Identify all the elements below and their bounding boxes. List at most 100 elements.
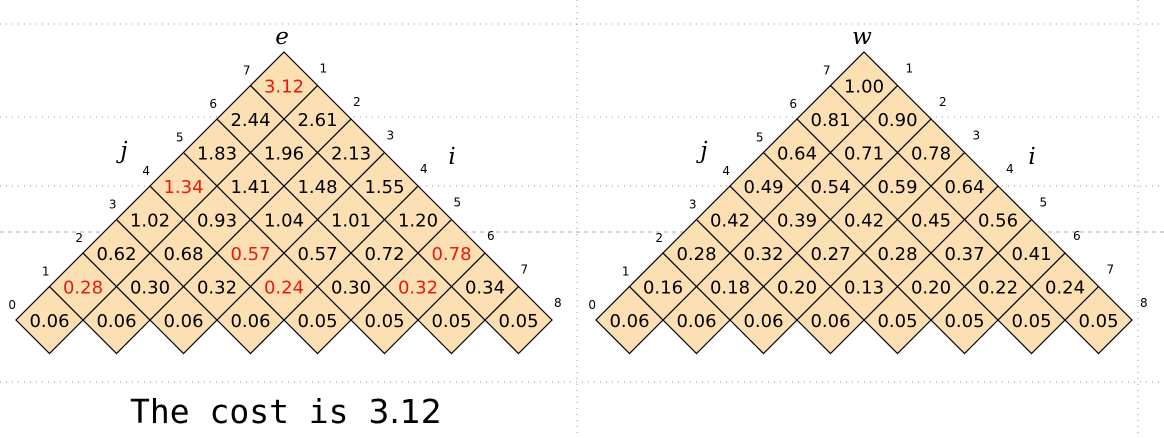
cell-value: 0.56 xyxy=(978,211,1018,232)
left-index: 2 xyxy=(75,231,83,245)
cell-value: 0.72 xyxy=(364,244,404,265)
left-index: 2 xyxy=(655,231,663,245)
cell-value: 0.32 xyxy=(398,278,438,299)
cell-value: 0.20 xyxy=(777,278,817,299)
right-index: 7 xyxy=(1107,263,1115,277)
left-index: 3 xyxy=(689,198,697,212)
right-index: 8 xyxy=(1140,296,1148,310)
right-index: 5 xyxy=(454,196,462,210)
cell-value: 0.78 xyxy=(911,144,951,165)
triangle-symbol: w xyxy=(852,24,872,50)
cell-value: 1.55 xyxy=(364,177,404,198)
cell-value: 0.41 xyxy=(1011,244,1051,265)
cell-value: 0.62 xyxy=(96,244,136,265)
cell-value: 1.48 xyxy=(297,177,337,198)
cell-value: 0.71 xyxy=(844,144,884,165)
left-index: 3 xyxy=(109,198,117,212)
cell-diamond xyxy=(249,51,319,120)
cell-value: 0.64 xyxy=(944,177,984,198)
cell-value: 0.45 xyxy=(911,211,951,232)
cell-value: 0.06 xyxy=(743,311,783,332)
right-index: 8 xyxy=(554,296,562,310)
left-index: 1 xyxy=(622,265,630,279)
left-index: 4 xyxy=(722,164,730,178)
cell-value: 0.27 xyxy=(810,244,850,265)
cell-value: 1.83 xyxy=(197,144,237,165)
cell-value: 1.01 xyxy=(331,211,371,232)
left-index: 0 xyxy=(8,298,16,312)
left-index: 0 xyxy=(588,298,596,312)
cell-value: 0.28 xyxy=(877,244,917,265)
right-index: 3 xyxy=(387,129,395,143)
left-index: 4 xyxy=(142,164,150,178)
cell-value: 0.37 xyxy=(944,244,984,265)
right-index: 6 xyxy=(487,229,495,243)
left-index: 5 xyxy=(756,131,764,145)
cell-value: 0.81 xyxy=(810,110,850,131)
cell-value: 0.30 xyxy=(130,278,170,299)
cell-value: 0.05 xyxy=(1078,311,1118,332)
cell-value: 0.68 xyxy=(163,244,203,265)
left-index: 6 xyxy=(789,97,797,111)
right-index: 1 xyxy=(320,62,328,76)
cell-value: 0.05 xyxy=(297,311,337,332)
cell-value: 0.06 xyxy=(230,311,270,332)
cell-value: 0.54 xyxy=(810,177,850,198)
right-index: 2 xyxy=(939,95,947,109)
left-index: 1 xyxy=(42,265,50,279)
right-index: 1 xyxy=(906,62,914,76)
cell-value: 0.90 xyxy=(877,110,917,131)
cell-value: 0.28 xyxy=(63,278,103,299)
cell-value: 0.28 xyxy=(676,244,716,265)
left-index: 7 xyxy=(823,64,831,78)
cell-value: 0.24 xyxy=(264,278,304,299)
cell-value: 0.49 xyxy=(743,177,783,198)
cell-value: 0.13 xyxy=(844,278,884,299)
cell-value: 1.41 xyxy=(230,177,270,198)
right-index: 5 xyxy=(1040,196,1048,210)
right-axis-label: i xyxy=(448,144,455,170)
cell-value: 0.06 xyxy=(96,311,136,332)
cell-value: 0.06 xyxy=(609,311,649,332)
cell-value: 2.44 xyxy=(230,110,270,131)
cell-value: 0.34 xyxy=(465,278,505,299)
right-index: 4 xyxy=(420,162,428,176)
cell-value: 0.16 xyxy=(643,278,683,299)
cell-value: 1.34 xyxy=(163,177,203,198)
cell-value: 0.18 xyxy=(710,278,750,299)
cell-value: 0.57 xyxy=(297,244,337,265)
cost-caption: The cost is 3.12 xyxy=(130,392,442,432)
cell-value: 0.06 xyxy=(163,311,203,332)
cost-value: 3.12 xyxy=(368,392,442,431)
cell-value: 1.00 xyxy=(844,77,884,98)
left-axis-label: j xyxy=(695,138,707,164)
cell-value: 3.12 xyxy=(264,77,304,98)
cell-value: 0.59 xyxy=(877,177,917,198)
cell-value: 0.05 xyxy=(498,311,538,332)
cell-value: 0.22 xyxy=(978,278,1018,299)
right-axis-label: i xyxy=(1028,144,1035,170)
right-index: 3 xyxy=(973,129,981,143)
cell-value: 1.20 xyxy=(398,211,438,232)
e-triangle: 0.06 0.06 0.06 0.06 0.05 0.05 0.05 0.05 0.28 0.30… xyxy=(8,24,562,355)
cell-value: 0.05 xyxy=(1011,311,1051,332)
cell-value: 0.57 xyxy=(230,244,270,265)
cell-value: 1.02 xyxy=(130,211,170,232)
cell-value: 0.30 xyxy=(331,278,371,299)
right-index: 7 xyxy=(521,263,529,277)
cell-value: 0.05 xyxy=(877,311,917,332)
w-triangle: 0.06 0.06 0.06 0.06 0.05 0.05 0.05 0.05 0.16 0.18… xyxy=(588,24,1148,355)
triangle-symbol: e xyxy=(275,24,289,50)
cell-value: 0.42 xyxy=(844,211,884,232)
cell-value: 0.42 xyxy=(710,211,750,232)
right-index: 4 xyxy=(1006,162,1014,176)
cell-diamond xyxy=(829,51,899,120)
cell-value: 2.13 xyxy=(331,144,371,165)
right-index: 6 xyxy=(1073,229,1081,243)
cell-value: 0.05 xyxy=(364,311,404,332)
cell-value: 0.06 xyxy=(810,311,850,332)
cell-value: 0.06 xyxy=(29,311,69,332)
cost-caption-prefix: The cost is xyxy=(130,392,369,431)
cell-value: 0.32 xyxy=(743,244,783,265)
cell-value: 2.61 xyxy=(297,110,337,131)
